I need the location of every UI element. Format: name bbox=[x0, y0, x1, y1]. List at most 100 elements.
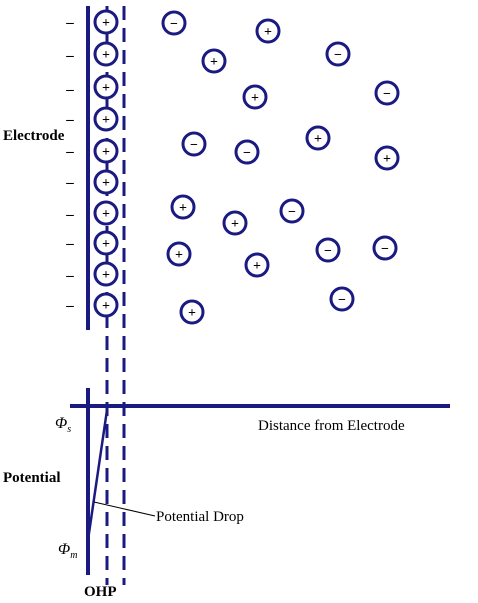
ion-sign: − bbox=[324, 244, 332, 259]
phi-s-symbol: Φ bbox=[55, 415, 67, 432]
adsorbed-ion: + bbox=[93, 200, 119, 226]
electrode-charge-sign: – bbox=[65, 175, 74, 191]
ion-circle bbox=[93, 292, 119, 318]
electrode-charge-sign: – bbox=[65, 112, 74, 128]
adsorbed-ion: + bbox=[93, 292, 119, 318]
ion-circle bbox=[329, 286, 355, 312]
solution-ion: − bbox=[329, 286, 355, 312]
solution-ion: + bbox=[166, 241, 192, 267]
adsorbed-ion: + bbox=[93, 169, 119, 195]
electrode-charge-sign: – bbox=[65, 298, 74, 314]
adsorbed-ion: + bbox=[93, 41, 119, 67]
solution-ion-group: − + + − + − − + − + + − + + − − + + − bbox=[161, 10, 400, 325]
adsorbed-ion: + bbox=[93, 9, 119, 35]
ion-circle bbox=[166, 241, 192, 267]
solution-ion: + bbox=[374, 145, 400, 171]
ion-sign: + bbox=[188, 306, 196, 321]
ion-circle bbox=[93, 106, 119, 132]
ion-sign: + bbox=[251, 91, 259, 106]
adsorbed-ion-group: + + + + + + + + + + bbox=[93, 9, 119, 318]
ion-circle bbox=[201, 48, 227, 74]
solution-ion: − bbox=[234, 139, 260, 165]
ion-sign: − bbox=[190, 138, 198, 153]
ion-circle bbox=[179, 299, 205, 325]
electrode-charge-sign: – bbox=[65, 268, 74, 284]
solution-ion: + bbox=[242, 84, 268, 110]
ion-sign: + bbox=[231, 217, 239, 232]
ion-sign: + bbox=[102, 113, 110, 128]
solution-ion: + bbox=[179, 299, 205, 325]
ion-sign: + bbox=[383, 152, 391, 167]
ohp-label: OHP bbox=[84, 584, 117, 600]
solution-ion: + bbox=[222, 210, 248, 236]
ion-sign: − bbox=[243, 146, 251, 161]
ion-circle bbox=[93, 169, 119, 195]
ion-sign: + bbox=[102, 176, 110, 191]
solution-ion: − bbox=[372, 235, 398, 261]
ion-sign: + bbox=[314, 132, 322, 147]
adsorbed-ion: + bbox=[93, 230, 119, 256]
ion-circle bbox=[93, 41, 119, 67]
solution-ion: + bbox=[255, 18, 281, 44]
ion-sign: − bbox=[334, 48, 342, 63]
ion-circle bbox=[305, 125, 331, 151]
solution-ion: − bbox=[315, 237, 341, 263]
potential-panel: Distance from Electrode Potential Potent… bbox=[3, 388, 450, 600]
adsorbed-ion: + bbox=[93, 106, 119, 132]
electrode-charge-sign: – bbox=[65, 236, 74, 252]
potential-drop-leader bbox=[93, 501, 156, 517]
electrode-charge-sign: – bbox=[65, 207, 74, 223]
solution-ion: − bbox=[161, 10, 187, 36]
solution-ion: + bbox=[201, 48, 227, 74]
ion-sign: + bbox=[102, 16, 110, 31]
ion-circle bbox=[372, 235, 398, 261]
phi-m-subscript: m bbox=[70, 550, 77, 561]
ion-sign: + bbox=[102, 81, 110, 96]
adsorbed-ion: + bbox=[93, 74, 119, 100]
ion-sign: + bbox=[102, 299, 110, 314]
ion-circle bbox=[93, 9, 119, 35]
electrode-charge-sign: – bbox=[65, 144, 74, 160]
ion-sign: − bbox=[338, 293, 346, 308]
ion-circle bbox=[93, 74, 119, 100]
potential-label: Potential bbox=[3, 470, 61, 486]
solution-ion: + bbox=[244, 252, 270, 278]
ion-sign: − bbox=[170, 17, 178, 32]
solution-ion: + bbox=[305, 125, 331, 151]
electrode-panel: –––––––––– ++++++++++ −++ −+ −− +− ++ −++ − −++… bbox=[3, 6, 400, 585]
ion-circle bbox=[325, 41, 351, 67]
ion-circle bbox=[93, 230, 119, 256]
phi-m-label: Φm bbox=[58, 541, 77, 561]
ion-circle bbox=[279, 198, 305, 224]
ion-circle bbox=[374, 80, 400, 106]
electrode-charge-sign: – bbox=[65, 48, 74, 64]
ion-sign: + bbox=[102, 268, 110, 283]
electrode-charge-sign: – bbox=[65, 15, 74, 31]
solution-ion: + bbox=[170, 194, 196, 220]
ion-circle bbox=[181, 131, 207, 157]
adsorbed-ion: + bbox=[93, 138, 119, 164]
ion-sign: − bbox=[383, 87, 391, 102]
adsorbed-ion: + bbox=[93, 261, 119, 287]
phi-s-label: Φs bbox=[55, 415, 71, 435]
ion-circle bbox=[93, 200, 119, 226]
ion-circle bbox=[242, 84, 268, 110]
ion-circle bbox=[374, 145, 400, 171]
solution-ion: − bbox=[279, 198, 305, 224]
ion-circle bbox=[255, 18, 281, 44]
ion-sign: + bbox=[102, 145, 110, 160]
ion-circle bbox=[93, 138, 119, 164]
solution-ion: − bbox=[325, 41, 351, 67]
ion-circle bbox=[315, 237, 341, 263]
ion-sign: + bbox=[179, 201, 187, 216]
potential-drop-label: Potential Drop bbox=[156, 509, 244, 525]
ion-circle bbox=[244, 252, 270, 278]
ion-sign: + bbox=[102, 237, 110, 252]
ion-circle bbox=[222, 210, 248, 236]
electrode-label: Electrode bbox=[3, 128, 65, 144]
potential-drop-line bbox=[86, 409, 109, 541]
ion-sign: + bbox=[210, 55, 218, 70]
phi-m-symbol: Φ bbox=[58, 541, 70, 558]
ion-sign: + bbox=[175, 248, 183, 263]
